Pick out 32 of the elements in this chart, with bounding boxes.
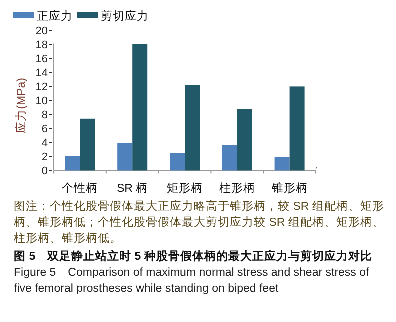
bar bbox=[274, 157, 290, 171]
bar bbox=[80, 118, 96, 171]
bar bbox=[65, 156, 80, 171]
bar bbox=[290, 86, 305, 171]
x-tick-label: 个性柄 bbox=[62, 182, 98, 195]
x-tick-label: 矩形柄 bbox=[167, 182, 203, 195]
y-tick-label: 18 bbox=[36, 40, 48, 52]
x-tick-label: SR 柄 bbox=[117, 182, 148, 195]
y-tick-label: 14 bbox=[36, 68, 48, 80]
bar bbox=[222, 146, 238, 171]
bar bbox=[170, 153, 185, 171]
y-tick-label: 6 bbox=[42, 124, 48, 136]
y-tick-label: 20 bbox=[36, 26, 48, 38]
bar bbox=[132, 44, 148, 171]
y-axis-title: 应力(MPa) bbox=[14, 78, 28, 134]
bar bbox=[237, 109, 252, 171]
y-tick-label: 4 bbox=[42, 138, 48, 150]
y-tick-label: 0 bbox=[42, 166, 48, 178]
text: 图 5 双足静止站立时 5 种股骨假体柄的最大正应力与剪切应力对比 bbox=[14, 249, 374, 265]
x-tick-label: 锥形柄 bbox=[270, 182, 308, 195]
legend-label: 正应力 bbox=[37, 9, 73, 23]
bar bbox=[185, 85, 200, 171]
text: Figure 5 Comparison of maximum normal stress and shear stress of five femoral prostheses while standing on biped feet bbox=[14, 266, 370, 297]
x-tick-label: 柱形柄 bbox=[219, 182, 256, 195]
y-tick-label: 12 bbox=[36, 82, 48, 94]
bar bbox=[118, 143, 133, 171]
y-tick-label: 8 bbox=[42, 110, 48, 122]
text: 图注：个性化股骨假体最大正应力略高于锥形柄，较 SR 组配柄、矩形柄、锥形柄低；个性化股骨假体最大剪切应力较 SR 组配柄、矩形柄、柱形柄、锥形柄低。 bbox=[14, 199, 386, 247]
legend-label: 剪切应力 bbox=[101, 9, 149, 23]
y-tick-label: 10 bbox=[36, 96, 48, 108]
y-tick-label: 16 bbox=[36, 54, 48, 66]
y-tick-label: 2 bbox=[42, 152, 48, 164]
